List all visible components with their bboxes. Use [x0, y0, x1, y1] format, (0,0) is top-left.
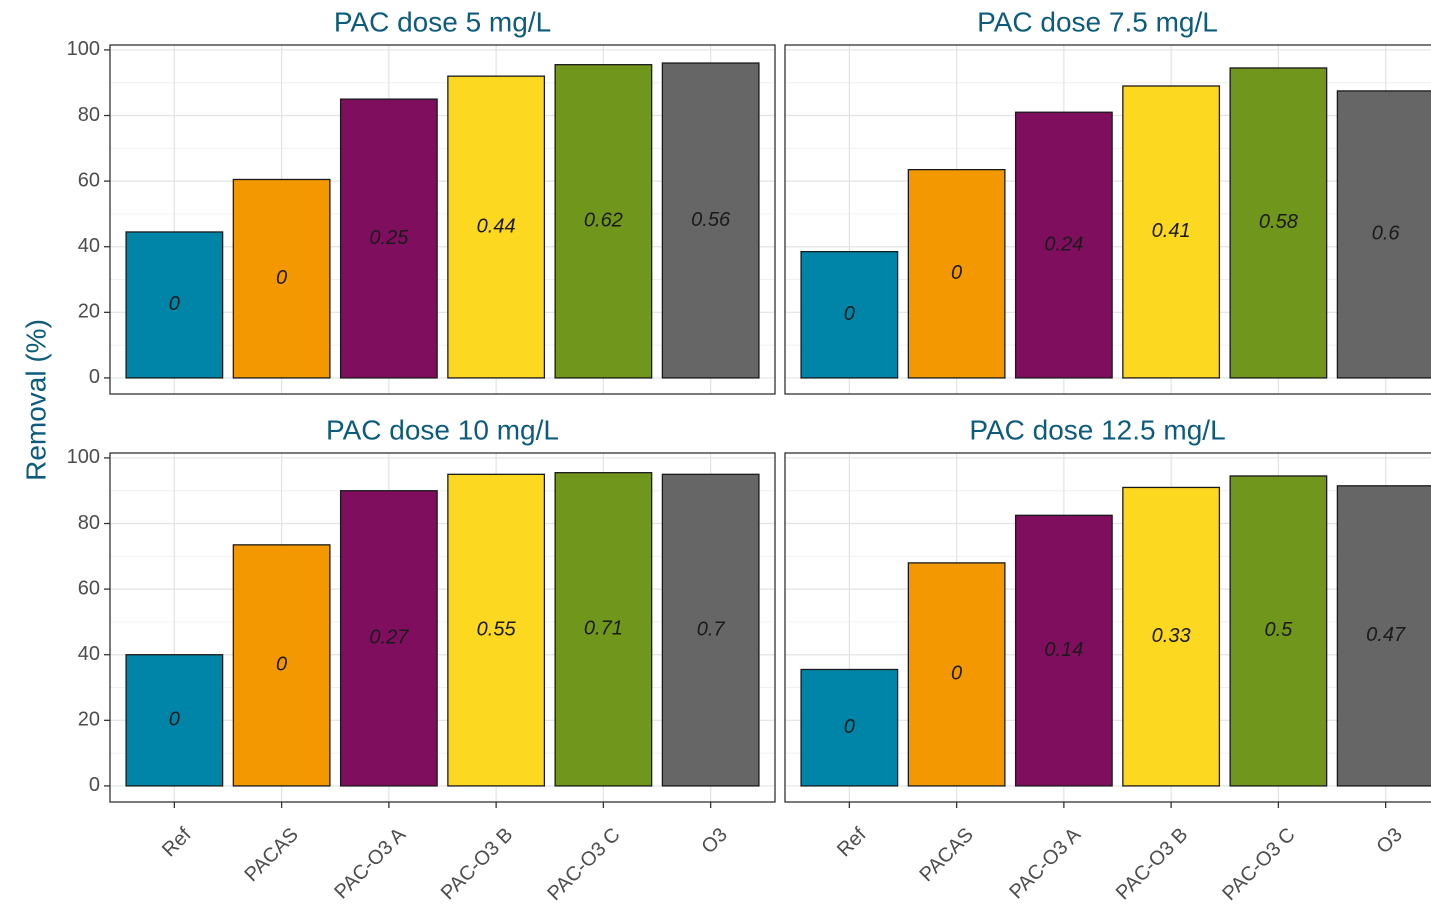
bar — [447, 75, 546, 379]
value-label: 0 — [844, 303, 855, 325]
facet-title: PAC dose 12.5 mg/L — [969, 414, 1225, 445]
bar — [800, 250, 899, 379]
x-tick-label: Ref — [158, 823, 196, 861]
value-label: 0 — [951, 663, 962, 685]
value-label: 0.6 — [1372, 223, 1401, 245]
x-tick-label: PAC-O3 B — [437, 824, 518, 905]
facet-title: PAC dose 5 mg/L — [334, 6, 551, 37]
value-label: 0.27 — [369, 627, 409, 649]
bar — [339, 98, 438, 379]
bar — [1229, 67, 1328, 379]
bar — [1336, 485, 1431, 787]
panel-border — [109, 44, 776, 395]
bar — [1336, 90, 1431, 379]
value-label: 0.41 — [1152, 220, 1191, 242]
bar — [1229, 475, 1328, 787]
panel-border — [784, 44, 1431, 395]
value-label: 0.55 — [477, 618, 517, 640]
x-tick-label: PAC-O3 A — [1005, 823, 1085, 903]
bar — [800, 668, 899, 787]
value-label: 0 — [276, 654, 287, 676]
bar — [125, 654, 224, 787]
bar — [1122, 486, 1221, 787]
bar — [339, 490, 438, 787]
y-tick-label: 0 — [89, 774, 100, 796]
value-label: 0 — [844, 716, 855, 738]
value-label: 0.5 — [1264, 619, 1293, 641]
x-tick-label: O3 — [1372, 824, 1406, 858]
bar — [1014, 514, 1113, 787]
y-axis-title: Removal (%) — [20, 319, 51, 481]
bar — [232, 178, 331, 379]
y-tick-label: 20 — [78, 709, 100, 731]
x-tick-label: PAC-O3 C — [1218, 824, 1299, 905]
x-tick-label: O3 — [697, 824, 731, 858]
x-tick-label: PAC-O3 B — [1112, 824, 1193, 905]
y-tick-label: 100 — [67, 38, 100, 60]
bar — [232, 544, 331, 787]
y-tick-label: 60 — [78, 577, 100, 599]
bar — [661, 62, 760, 379]
bar — [554, 472, 653, 787]
panel-border — [109, 452, 776, 803]
bar — [447, 473, 546, 787]
value-label: 0.58 — [1259, 211, 1298, 233]
bar — [907, 168, 1006, 379]
y-tick-label: 60 — [78, 169, 100, 191]
value-label: 0.44 — [477, 215, 516, 237]
y-tick-label: 100 — [67, 446, 100, 468]
panel-border — [784, 452, 1431, 803]
bar — [661, 473, 760, 787]
value-label: 0.62 — [584, 210, 623, 232]
y-tick-label: 40 — [78, 643, 100, 665]
value-label: 0.25 — [369, 227, 409, 249]
facet-title: PAC dose 10 mg/L — [326, 414, 559, 445]
bar — [907, 562, 1006, 787]
value-label: 0.71 — [584, 618, 623, 640]
value-label: 0.7 — [697, 618, 726, 640]
facet-title: PAC dose 7.5 mg/L — [977, 6, 1218, 37]
x-tick-label: PAC-O3 A — [330, 823, 410, 903]
value-label: 0.56 — [691, 209, 731, 231]
x-tick-label: PAC-O3 C — [543, 824, 624, 905]
x-tick-label: PACAS — [240, 824, 302, 886]
x-tick-label: Ref — [833, 823, 871, 861]
value-label: 0.47 — [1366, 624, 1406, 646]
value-label: 0 — [169, 709, 180, 731]
value-label: 0 — [951, 262, 962, 284]
x-tick-label: PACAS — [915, 824, 977, 886]
value-label: 0 — [276, 267, 287, 289]
y-tick-label: 80 — [78, 104, 100, 126]
value-label: 0.33 — [1152, 625, 1191, 647]
bar — [1014, 111, 1113, 379]
value-label: 0.14 — [1044, 639, 1083, 661]
bar — [125, 231, 224, 379]
plots: 0 0 0.25 0.44 0.62 0.56 PAC dose 5 mg/L 0 20 40 60… — [67, 6, 1431, 905]
bar — [554, 64, 653, 379]
y-tick-label: 0 — [89, 366, 100, 388]
value-label: 0.24 — [1044, 233, 1083, 255]
y-tick-label: 20 — [78, 301, 100, 323]
bar — [1122, 85, 1221, 379]
y-tick-label: 80 — [78, 512, 100, 534]
y-tick-label: 40 — [78, 235, 100, 257]
value-label: 0 — [169, 293, 180, 315]
